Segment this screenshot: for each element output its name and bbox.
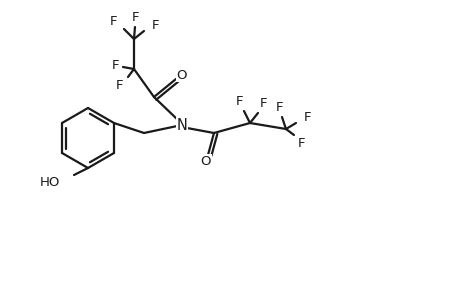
- Text: HO: HO: [39, 176, 60, 188]
- Text: O: O: [176, 68, 187, 82]
- Text: F: F: [152, 19, 159, 32]
- Text: F: F: [236, 94, 243, 107]
- Text: F: F: [297, 136, 305, 149]
- Text: F: F: [116, 79, 123, 92]
- Text: F: F: [303, 110, 311, 124]
- Text: F: F: [112, 58, 119, 71]
- Text: F: F: [260, 97, 267, 110]
- Text: F: F: [132, 11, 140, 23]
- Text: F: F: [276, 100, 283, 113]
- Text: O: O: [200, 154, 211, 167]
- Text: F: F: [110, 14, 118, 28]
- Text: N: N: [176, 118, 187, 133]
